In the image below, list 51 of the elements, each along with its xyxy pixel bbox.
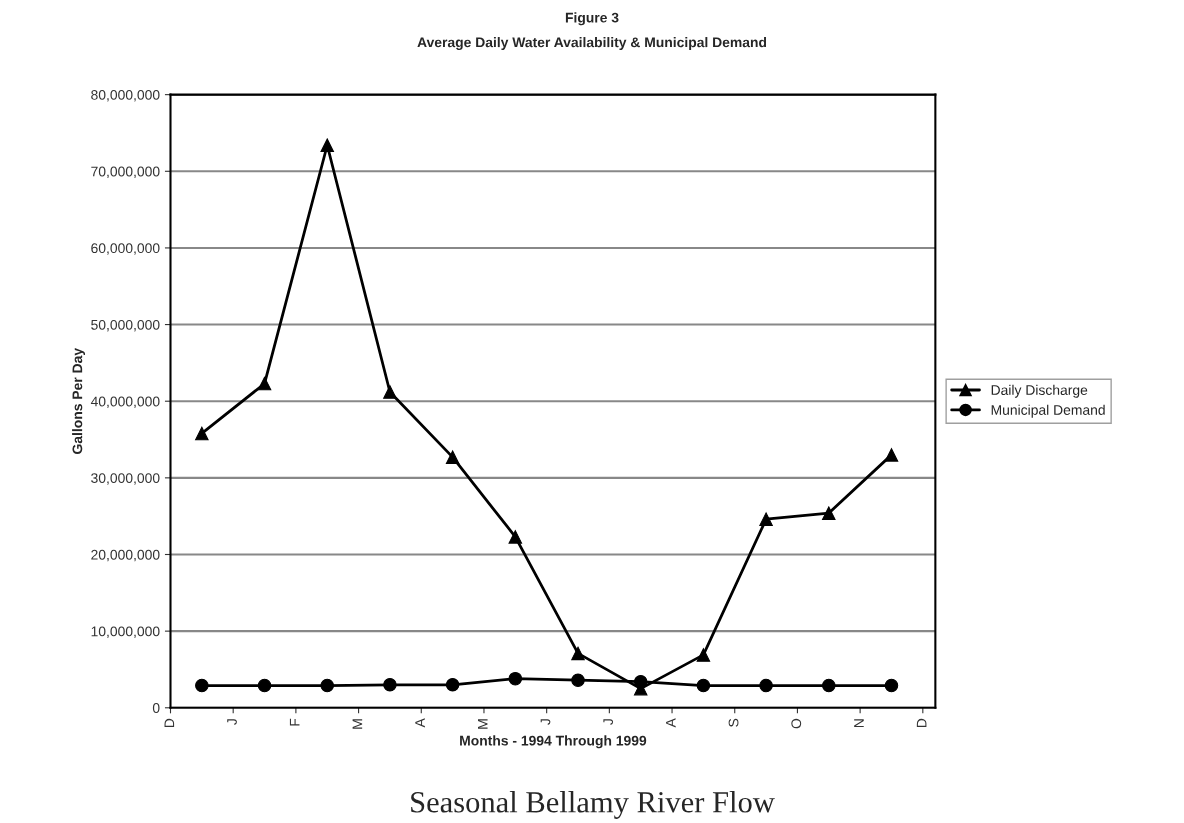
point: [383, 385, 397, 399]
chart-subtitle: Average Daily Water Availability & Municipal Demand: [417, 37, 767, 51]
point: [445, 678, 460, 692]
point: [571, 673, 585, 687]
x-tick-label: J: [227, 719, 237, 725]
point: [696, 648, 711, 662]
x-tick-label: N: [854, 719, 864, 728]
point: [884, 678, 899, 693]
y-tick-label: 10,000,000: [91, 626, 160, 638]
point: [320, 678, 334, 693]
point: [445, 450, 460, 464]
x-tick-label: F: [289, 718, 300, 726]
point: [759, 512, 773, 527]
x-tick-label: A: [415, 718, 425, 728]
x-tick-label: S: [728, 718, 739, 727]
y-tick-label: 60,000,000: [91, 243, 160, 255]
y-tick-label: 0: [152, 703, 160, 713]
x-tick-label: J: [603, 719, 614, 725]
point: [257, 376, 272, 391]
y-tick-label: 20,000,000: [91, 549, 160, 562]
legend-label: Daily Discharge: [991, 384, 1088, 398]
legend-label: Municipal Demand: [991, 404, 1105, 418]
point: [320, 138, 334, 152]
point: [195, 426, 209, 441]
y-tick-label: 30,000,000: [91, 473, 160, 485]
x-tick-label: M: [352, 719, 363, 729]
point: [257, 678, 272, 693]
point: [195, 678, 209, 693]
point: [571, 646, 585, 661]
y-axis-title: Gallons Per Day: [72, 348, 86, 454]
x-tick-label: M: [478, 719, 488, 729]
y-tick-label: 80,000,000: [91, 89, 160, 102]
y-tick-label: 70,000,000: [91, 166, 160, 179]
x-tick-label: D: [916, 718, 927, 728]
x-tick-label: D: [164, 718, 175, 728]
point: [822, 678, 836, 693]
y-tick-label: 50,000,000: [91, 319, 160, 332]
y-tick-label: 40,000,000: [90, 396, 160, 409]
chart-title: Figure 3: [565, 12, 619, 26]
point: [383, 678, 397, 692]
point: [696, 678, 711, 693]
x-axis-title: Months - 1994 Through 1999: [460, 735, 647, 749]
x-tick-label: J: [540, 719, 551, 725]
x-tick-label: O: [791, 718, 802, 729]
point: [508, 530, 523, 544]
text: Seasonal Bellamy River Flow: [411, 791, 775, 819]
point: [884, 448, 899, 462]
point: [759, 678, 773, 693]
x-tick-label: A: [666, 718, 676, 728]
point: [822, 506, 836, 520]
point: [508, 671, 523, 686]
